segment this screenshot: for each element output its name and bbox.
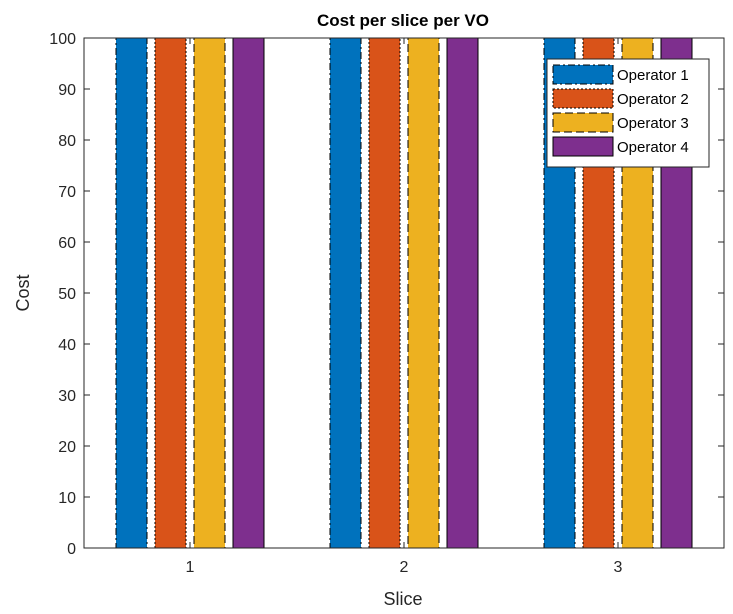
y-tick-label: 90 [58,82,76,99]
y-tick-label: 10 [58,490,76,507]
x-tick-label: 3 [614,559,623,576]
x-tick-label: 2 [400,559,409,576]
bar-operator-3-slice-2 [407,37,440,549]
legend-swatch-operator-1 [552,64,614,85]
y-tick-label: 80 [58,133,76,150]
y-tick-label: 40 [58,337,76,354]
y-tick-label: 100 [49,31,76,48]
legend: Operator 1 Operator 2 Operator 3 Operator 4 [546,58,710,168]
legend-label: Operator 3 [617,115,689,132]
bar-operator-1-slice-2 [329,37,362,549]
x-axis: 1 2 3 [186,38,623,576]
bar-operator-2-slice-1 [154,37,187,549]
y-tick-label: 50 [58,286,76,303]
y-tick-label: 30 [58,388,76,405]
legend-swatch-operator-3 [552,112,614,133]
y-axis: 0 10 20 30 40 50 60 70 80 90 100 [49,31,724,558]
legend-label: Operator 1 [617,67,689,84]
bar-operator-1-slice-1 [115,37,148,549]
legend-swatch-operator-2 [552,88,614,109]
y-tick-label: 0 [67,541,76,558]
bar-operator-4-slice-2 [446,37,479,549]
bar-operator-4-slice-1 [232,37,265,549]
legend-label: Operator 4 [617,139,689,156]
chart-title: Cost per slice per VO [317,11,489,30]
y-tick-label: 70 [58,184,76,201]
y-tick-label: 60 [58,235,76,252]
legend-swatch-operator-4 [552,136,614,157]
bar-operator-2-slice-2 [368,37,401,549]
y-axis-label: Cost [13,274,33,311]
x-tick-label: 1 [186,559,195,576]
x-axis-label: Slice [383,589,422,609]
legend-label: Operator 2 [617,91,689,108]
y-tick-label: 20 [58,439,76,456]
bar-operator-3-slice-1 [193,37,226,549]
